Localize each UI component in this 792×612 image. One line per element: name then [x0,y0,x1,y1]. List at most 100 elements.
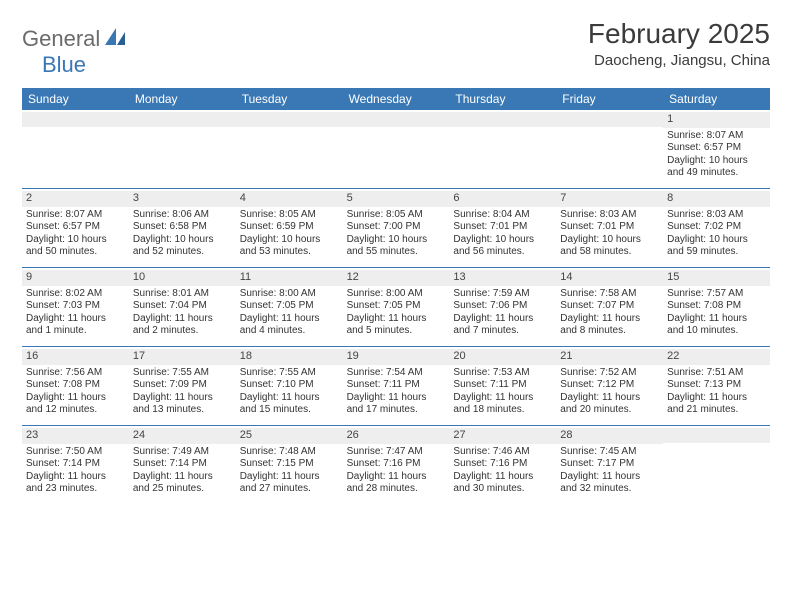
daylight-text: Daylight: 11 hours [26,313,125,326]
weekday-header: Wednesday [343,88,450,110]
daylight-text: Daylight: 10 hours [667,234,766,247]
daylight-text: Daylight: 10 hours [453,234,552,247]
sunrise-text: Sunrise: 7:58 AM [560,288,659,301]
sunrise-text: Sunrise: 7:54 AM [347,367,446,380]
page-header: General Blue February 2025 Daocheng, Jia… [22,18,770,78]
daylight-text: Daylight: 11 hours [133,471,232,484]
daylight-text: Daylight: 10 hours [560,234,659,247]
sunrise-text: Sunrise: 7:51 AM [667,367,766,380]
daylight-text: and 13 minutes. [133,404,232,417]
sunrise-text: Sunrise: 8:07 AM [667,130,766,143]
day-number: 15 [663,270,770,286]
sunset-text: Sunset: 7:08 PM [667,300,766,313]
day-number [236,112,343,127]
sunset-text: Sunset: 7:02 PM [667,221,766,234]
daylight-text: and 49 minutes. [667,167,766,180]
daylight-text: Daylight: 11 hours [453,471,552,484]
day-number: 27 [449,428,556,444]
day-number: 7 [556,191,663,207]
daylight-text: and 10 minutes. [667,325,766,338]
calendar-cell: 28Sunrise: 7:45 AMSunset: 7:17 PMDayligh… [556,426,663,504]
calendar-cell: 27Sunrise: 7:46 AMSunset: 7:16 PMDayligh… [449,426,556,504]
day-number [22,112,129,127]
calendar-week: 1Sunrise: 8:07 AMSunset: 6:57 PMDaylight… [22,110,770,188]
sunrise-text: Sunrise: 7:59 AM [453,288,552,301]
calendar-cell [556,110,663,188]
sunrise-text: Sunrise: 8:00 AM [240,288,339,301]
calendar-week: 2Sunrise: 8:07 AMSunset: 6:57 PMDaylight… [22,188,770,267]
sunrise-text: Sunrise: 7:49 AM [133,446,232,459]
day-number: 1 [663,112,770,128]
calendar-cell: 8 Sunrise: 8:03 AMSunset: 7:02 PMDaylight… [663,189,770,267]
calendar-cell [236,110,343,188]
daylight-text: Daylight: 11 hours [240,471,339,484]
day-number: 3 [129,191,236,207]
daylight-text: and 28 minutes. [347,483,446,496]
day-number: 16 [22,349,129,365]
sunrise-text: Sunrise: 8:07 AM [26,209,125,222]
sunset-text: Sunset: 7:13 PM [667,379,766,392]
day-number: 8 [663,191,770,207]
sunrise-text: Sunrise: 7:57 AM [667,288,766,301]
calendar-cell: 14Sunrise: 7:58 AMSunset: 7:07 PMDayligh… [556,268,663,346]
daylight-text: and 5 minutes. [347,325,446,338]
daylight-text: and 25 minutes. [133,483,232,496]
daylight-text: Daylight: 11 hours [560,313,659,326]
sunset-text: Sunset: 7:11 PM [347,379,446,392]
sunrise-text: Sunrise: 8:02 AM [26,288,125,301]
sunset-text: Sunset: 7:01 PM [560,221,659,234]
sunrise-text: Sunrise: 8:05 AM [347,209,446,222]
daylight-text: and 17 minutes. [347,404,446,417]
sunset-text: Sunset: 7:05 PM [240,300,339,313]
day-number: 13 [449,270,556,286]
daylight-text: and 32 minutes. [560,483,659,496]
calendar-cell: 4Sunrise: 8:05 AMSunset: 6:59 PMDaylight… [236,189,343,267]
daylight-text: Daylight: 11 hours [453,392,552,405]
sunset-text: Sunset: 7:16 PM [453,458,552,471]
weekday-header: Tuesday [236,88,343,110]
sunset-text: Sunset: 7:15 PM [240,458,339,471]
sunset-text: Sunset: 6:57 PM [26,221,125,234]
calendar-cell: 21Sunrise: 7:52 AMSunset: 7:12 PMDayligh… [556,347,663,425]
logo-text-gray: General [22,26,100,51]
daylight-text: and 55 minutes. [347,246,446,259]
daylight-text: Daylight: 11 hours [240,392,339,405]
sunset-text: Sunset: 7:16 PM [347,458,446,471]
sunset-text: Sunset: 7:06 PM [453,300,552,313]
calendar-cell: 18Sunrise: 7:55 AMSunset: 7:10 PMDayligh… [236,347,343,425]
daylight-text: Daylight: 11 hours [347,313,446,326]
weekday-header: Thursday [449,88,556,110]
day-number: 25 [236,428,343,444]
calendar-cell: 19Sunrise: 7:54 AMSunset: 7:11 PMDayligh… [343,347,450,425]
calendar-cell: 11Sunrise: 8:00 AMSunset: 7:05 PMDayligh… [236,268,343,346]
day-number: 20 [449,349,556,365]
daylight-text: Daylight: 11 hours [347,471,446,484]
day-number: 10 [129,270,236,286]
calendar-cell: 5Sunrise: 8:05 AMSunset: 7:00 PMDaylight… [343,189,450,267]
calendar-cell: 17Sunrise: 7:55 AMSunset: 7:09 PMDayligh… [129,347,236,425]
calendar-cell: 22Sunrise: 7:51 AMSunset: 7:13 PMDayligh… [663,347,770,425]
calendar-week: 16Sunrise: 7:56 AMSunset: 7:08 PMDayligh… [22,346,770,425]
calendar-cell: 2Sunrise: 8:07 AMSunset: 6:57 PMDaylight… [22,189,129,267]
calendar-cell [129,110,236,188]
sunrise-text: Sunrise: 8:03 AM [667,209,766,222]
calendar-cell: 20Sunrise: 7:53 AMSunset: 7:11 PMDayligh… [449,347,556,425]
logo-sail-icon [105,28,127,51]
daylight-text: Daylight: 11 hours [133,392,232,405]
daylight-text: Daylight: 10 hours [26,234,125,247]
day-number [556,112,663,127]
sunset-text: Sunset: 6:59 PM [240,221,339,234]
calendar-cell [663,426,770,504]
daylight-text: Daylight: 11 hours [560,471,659,484]
day-number: 4 [236,191,343,207]
logo: General Blue [22,18,127,78]
logo-text-blue: Blue [42,52,86,77]
calendar-cell: 6Sunrise: 8:04 AMSunset: 7:01 PMDaylight… [449,189,556,267]
calendar-cell: 9Sunrise: 8:02 AMSunset: 7:03 PMDaylight… [22,268,129,346]
sunrise-text: Sunrise: 7:55 AM [240,367,339,380]
day-number: 18 [236,349,343,365]
daylight-text: Daylight: 11 hours [26,392,125,405]
sunrise-text: Sunrise: 7:50 AM [26,446,125,459]
month-title: February 2025 [588,18,770,50]
daylight-text: and 12 minutes. [26,404,125,417]
